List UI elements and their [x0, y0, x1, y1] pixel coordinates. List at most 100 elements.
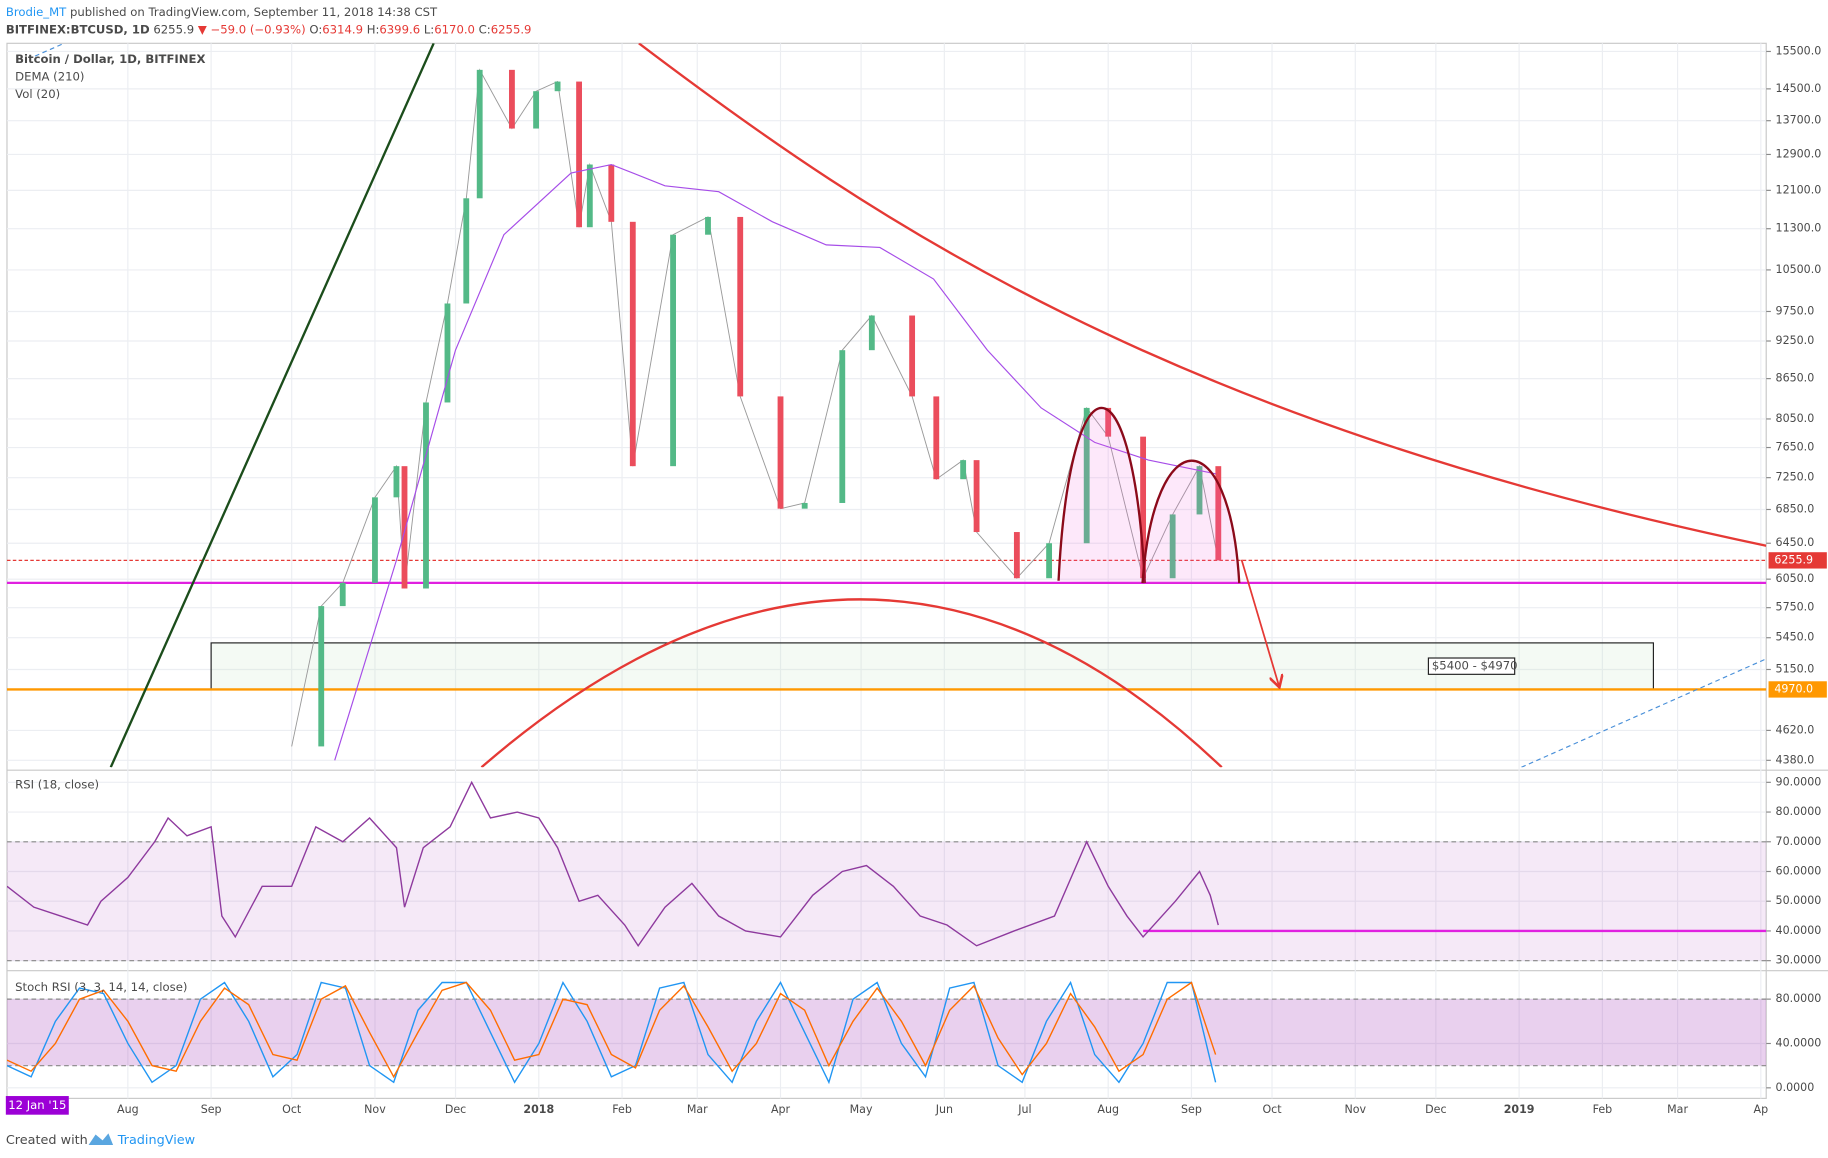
y-tick-label: 30.0000 — [1776, 954, 1822, 967]
zone-label: $5400 - $4970 — [1432, 659, 1518, 673]
candle-body — [393, 466, 400, 498]
cup — [1141, 459, 1241, 584]
price-label: 6255.9 — [1774, 553, 1813, 566]
y-tick-label: 12900.0 — [1776, 147, 1822, 160]
price-label-box — [1768, 552, 1827, 569]
candle-body — [1046, 543, 1053, 579]
price-line — [291, 68, 1219, 747]
candle-body — [629, 221, 636, 467]
y-tick-label: 40.0000 — [1776, 924, 1822, 937]
candle-body — [476, 69, 483, 199]
y-tick-label: 60.0000 — [1776, 864, 1822, 877]
last-price: 6255.9 — [153, 22, 194, 36]
y-tick-label: 80.0000 — [1776, 992, 1822, 1005]
candle-body — [509, 69, 515, 129]
indicator-line — [6, 780, 1219, 948]
indicator-label: Vol (20) — [15, 87, 60, 101]
y-tick-label: 6850.0 — [1776, 502, 1815, 515]
dashed-trend — [1521, 658, 1767, 768]
x-tick-label: Feb — [612, 1103, 632, 1116]
x-tick-label: Oct — [282, 1103, 302, 1116]
band — [6, 841, 1767, 961]
candle-body — [960, 460, 967, 480]
rsi-title: RSI (18, close) — [15, 777, 99, 791]
candle-body — [705, 216, 711, 235]
footer-brand[interactable]: TradingView — [117, 1133, 195, 1148]
y-tick-label: 13700.0 — [1776, 114, 1822, 127]
zone-label-box — [1427, 657, 1516, 675]
band — [6, 999, 1767, 1066]
y-tick-label: 50.0000 — [1776, 894, 1822, 907]
change: ▼ −59.0 (−0.93%) — [198, 22, 306, 36]
y-tick-label: 12100.0 — [1776, 183, 1822, 196]
candle-body — [554, 81, 561, 92]
x-tick-label: Nov — [1344, 1103, 1366, 1116]
arrow — [1240, 559, 1279, 686]
l-value: 6170.0 — [434, 22, 475, 36]
y-tick-label: 9250.0 — [1776, 334, 1815, 347]
y-tick-label: 11300.0 — [1776, 222, 1822, 235]
x-tick-label: Ap — [1754, 1103, 1769, 1116]
author[interactable]: Brodie_MT — [6, 4, 67, 18]
stoch-pane — [6, 980, 1767, 1085]
candle-body — [670, 234, 676, 467]
main-title: Bitcoin / Dollar, 1D, BITFINEX — [15, 52, 205, 66]
cursor-box — [5, 1096, 69, 1115]
cup-fill — [1142, 460, 1240, 584]
x-tick-label: Apr — [771, 1103, 791, 1116]
x-tick-label: 2018 — [523, 1103, 554, 1116]
resistance-curve — [638, 43, 1767, 547]
logo — [88, 1133, 114, 1146]
indicator-label: DEMA (210) — [15, 70, 84, 84]
y-tick-label: 9750.0 — [1776, 304, 1815, 317]
y-tick-label: 90.0000 — [1776, 775, 1822, 788]
candle-body — [868, 315, 875, 351]
candle-body — [1105, 407, 1112, 437]
y-tick-label: 8650.0 — [1776, 372, 1815, 385]
l-label: L: — [424, 22, 434, 36]
price-label-box — [1768, 681, 1827, 698]
candle-body — [533, 91, 540, 129]
header-line-1: Brodie_MT published on TradingView.com, … — [6, 4, 438, 18]
x-tick-label: Dec — [1425, 1103, 1446, 1116]
axes: Aug Sep Oct Nov Dec 2018 Feb Mar Apr May Jun Jul Aug… — [117, 44, 1827, 1116]
y-tick-label: 8050.0 — [1776, 412, 1815, 425]
candle-body — [401, 466, 408, 589]
candle-body — [608, 164, 615, 222]
h-value: 6399.6 — [379, 22, 420, 36]
cup-fill — [1058, 407, 1145, 584]
c-value: 6255.9 — [491, 22, 532, 36]
zone — [210, 642, 1654, 691]
candle-body — [586, 164, 593, 228]
y-tick-label: 4380.0 — [1776, 753, 1815, 766]
y-tick-label: 10500.0 — [1776, 263, 1822, 276]
indicator-line — [6, 980, 1217, 1085]
x-tick-label: Jun — [935, 1103, 953, 1116]
x-tick-label: 2019 — [1504, 1103, 1535, 1116]
candle-body — [737, 216, 744, 397]
grid — [6, 43, 1767, 1099]
y-tick-label: 80.0000 — [1776, 805, 1822, 818]
x-tick-label: Mar — [687, 1103, 708, 1116]
dashed-trend — [34, 43, 65, 57]
symbol: BITFINEX:BTCUSD, 1D — [6, 22, 150, 36]
candle-body — [444, 303, 451, 403]
candle-body — [372, 497, 378, 583]
footer-created: Created with — [6, 1133, 88, 1148]
x-tick-label: Dec — [445, 1103, 466, 1116]
candle-body — [1215, 466, 1222, 561]
y-tick-label: 7650.0 — [1776, 441, 1815, 454]
o-label: O: — [309, 22, 322, 36]
drawings — [34, 43, 1767, 768]
candle-body — [576, 81, 582, 228]
stoch-title: Stoch RSI (3, 3, 14, 14, close) — [15, 980, 187, 994]
y-tick-label: 0.0000 — [1776, 1081, 1815, 1094]
x-tick-label: Feb — [1593, 1103, 1613, 1116]
candle-body — [839, 350, 846, 503]
y-tick-label: 5450.0 — [1776, 631, 1815, 644]
candle-body — [1196, 466, 1203, 515]
candle-body — [463, 198, 470, 304]
rsi-pane — [6, 780, 1767, 962]
h-label: H: — [367, 22, 380, 36]
